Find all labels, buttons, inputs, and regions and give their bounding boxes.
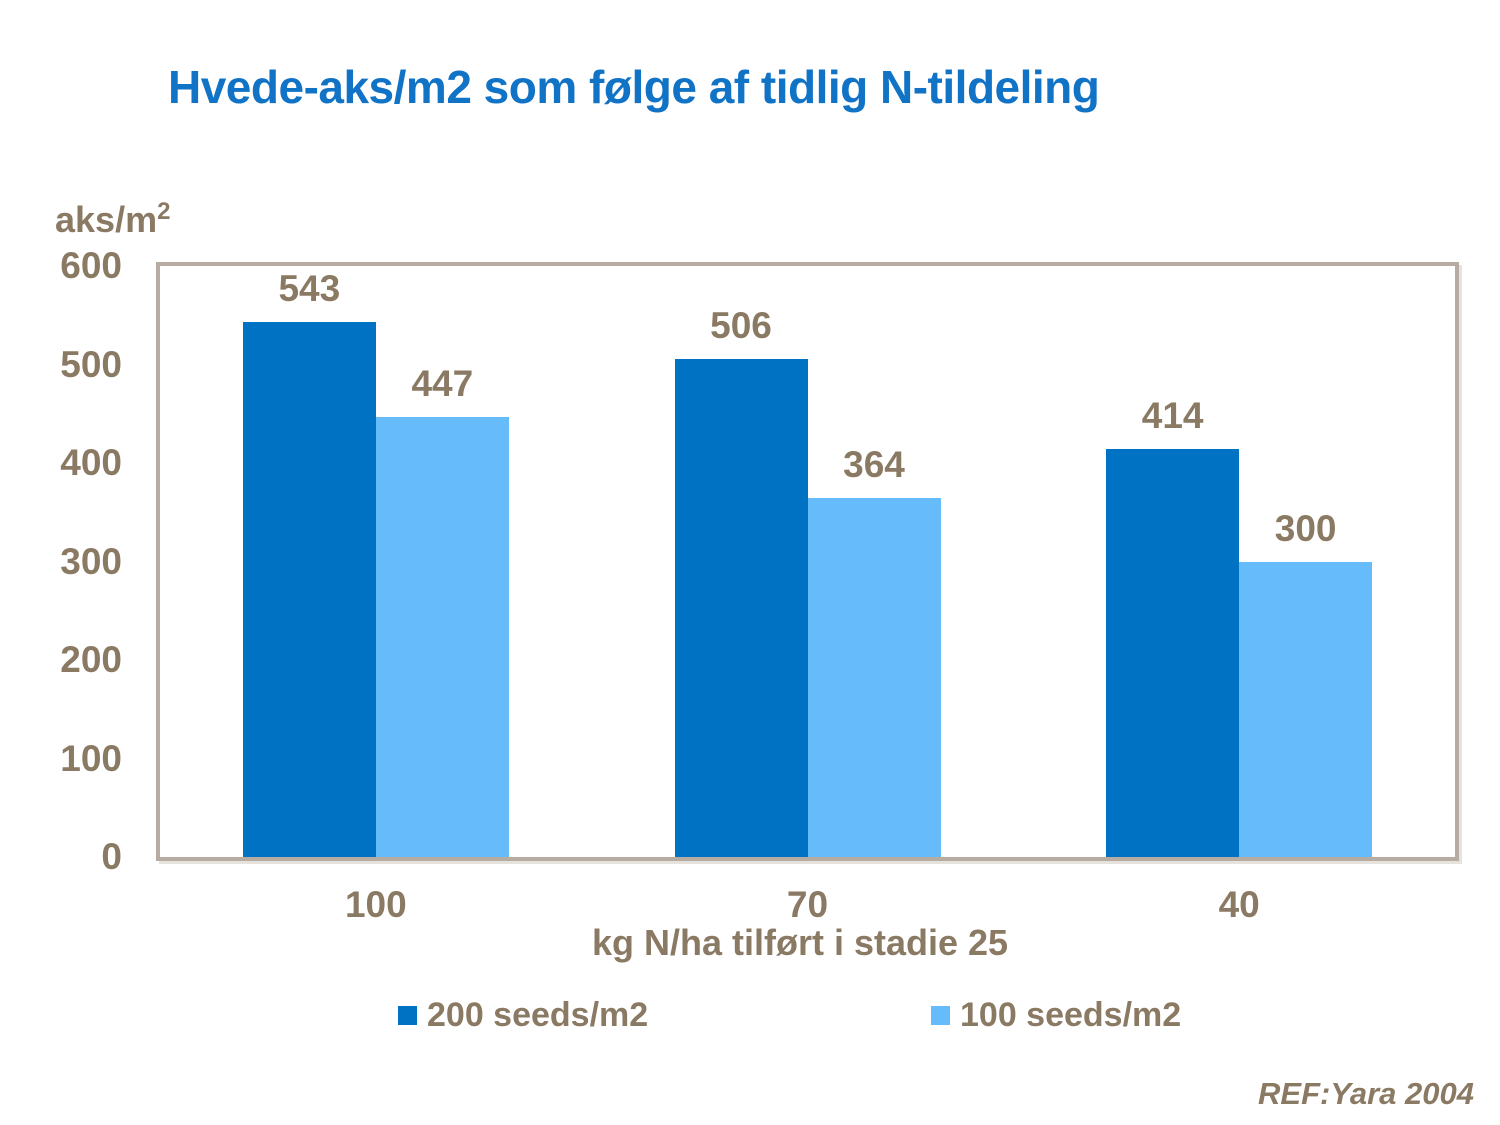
bar-100-seeds-m2-cat-40 <box>1239 561 1373 857</box>
legend-item-200-seeds-m2: 200 seeds/m2 <box>398 996 648 1035</box>
y-tick-label-0: 0 <box>101 836 122 877</box>
bar-100-seeds-m2-cat-70 <box>807 498 941 857</box>
bar-value-label: 364 <box>843 444 905 486</box>
x-tick-label-40: 40 <box>1218 884 1260 925</box>
x-axis-title: kg N/ha tilført i stadie 25 <box>591 922 1009 963</box>
bar-200-seeds-m2-cat-100 <box>242 322 376 857</box>
y-tick-label-400: 400 <box>60 442 122 483</box>
x-tick-label-100: 100 <box>344 884 407 925</box>
x-tick-label-70: 70 <box>786 884 829 925</box>
reference-note: REF:Yara 2004 <box>1258 1076 1474 1111</box>
legend-swatch-icon <box>398 1006 417 1025</box>
bar-value-label: 414 <box>1141 395 1204 437</box>
bar-value-label: 300 <box>1274 507 1337 549</box>
bar-200-seeds-m2-cat-70 <box>674 358 808 857</box>
y-tick-label-500: 500 <box>60 343 122 385</box>
bar-value-label: 447 <box>411 362 474 404</box>
bar-value-label: 506 <box>710 304 772 346</box>
bar-200-seeds-m2-cat-40 <box>1106 449 1240 857</box>
y-tick-label-100: 100 <box>60 737 122 779</box>
legend-item-100-seeds-m2: 100 seeds/m2 <box>931 996 1181 1035</box>
y-tick-label-200: 200 <box>60 639 122 680</box>
bars-layer: 543 447 506 364 414 300 <box>160 266 1455 857</box>
legend-label: 100 seeds/m2 <box>960 996 1182 1034</box>
y-tick-label-300: 300 <box>60 540 122 582</box>
legend-swatch-icon <box>931 1006 950 1025</box>
chart-title: Hvede-aks/m2 som følge af tidlig N-tilde… <box>168 61 1100 113</box>
bar-100-seeds-m2-cat-100 <box>375 416 509 857</box>
y-axis-unit-superscript: 2 <box>157 198 171 225</box>
y-axis-tick-labels: 0 100 200 300 400 500 600 <box>0 0 122 1125</box>
y-axis-unit-label: aks/m2 <box>55 198 170 241</box>
legend-label: 200 seeds/m2 <box>427 996 649 1034</box>
y-axis-unit-base: aks/m <box>55 199 158 240</box>
y-tick-label-600: 600 <box>60 245 122 286</box>
bar-value-label: 543 <box>278 268 341 310</box>
